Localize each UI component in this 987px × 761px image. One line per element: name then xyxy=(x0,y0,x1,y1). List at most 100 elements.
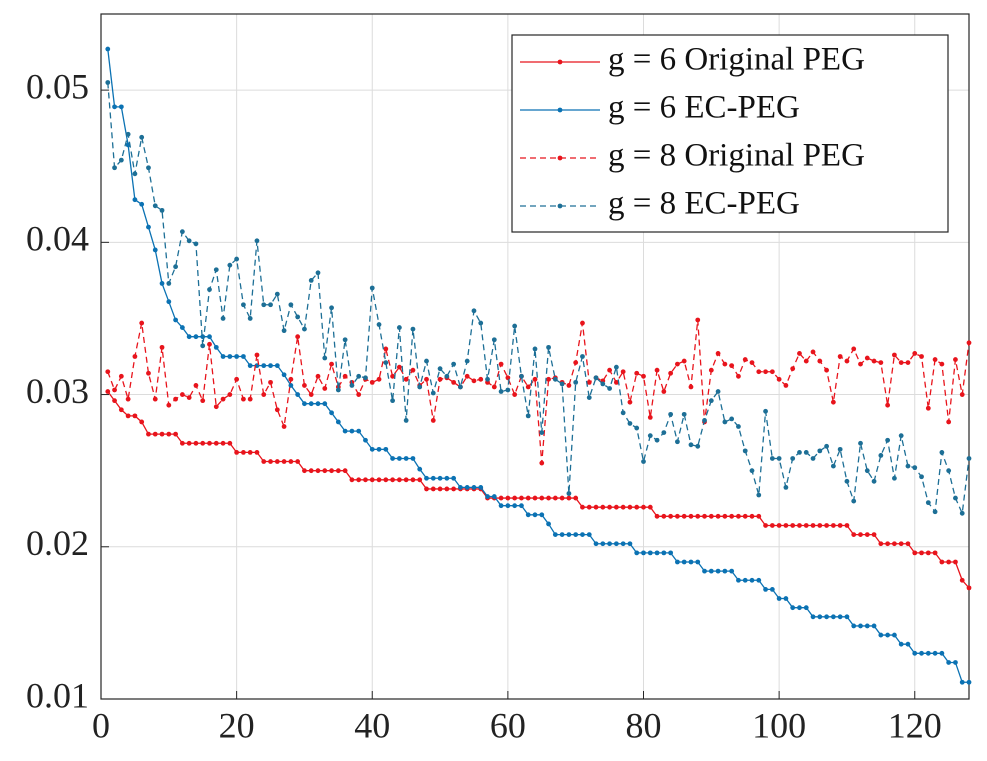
data-point xyxy=(315,401,321,407)
data-point xyxy=(417,477,423,483)
data-point xyxy=(532,376,538,382)
data-point xyxy=(261,363,267,369)
data-point xyxy=(702,568,707,574)
data-point xyxy=(932,650,938,656)
legend-marker xyxy=(557,59,563,65)
data-point xyxy=(695,443,701,449)
data-point xyxy=(525,495,531,501)
data-point xyxy=(600,541,606,547)
data-point xyxy=(166,431,172,437)
data-point xyxy=(498,495,504,501)
data-point xyxy=(925,500,931,506)
data-point xyxy=(763,587,768,592)
data-point xyxy=(878,541,884,547)
data-point xyxy=(193,440,199,446)
data-point xyxy=(566,491,572,496)
data-point xyxy=(946,660,952,665)
data-point xyxy=(417,384,423,390)
data-point xyxy=(946,559,952,565)
data-point xyxy=(702,513,707,519)
data-point xyxy=(118,104,124,110)
data-point xyxy=(193,383,199,388)
data-point xyxy=(580,354,585,359)
data-point xyxy=(146,224,151,230)
data-point xyxy=(498,361,504,367)
data-point xyxy=(790,456,796,461)
data-point xyxy=(437,486,443,492)
data-point xyxy=(620,504,626,510)
data-point xyxy=(661,430,667,436)
data-point xyxy=(139,320,145,326)
data-point xyxy=(654,437,660,443)
data-point xyxy=(207,287,212,292)
data-point xyxy=(810,523,816,528)
data-point xyxy=(173,317,178,323)
data-point xyxy=(322,468,328,474)
data-point xyxy=(647,414,653,420)
data-point xyxy=(125,131,131,137)
data-point xyxy=(675,361,680,367)
data-point xyxy=(647,433,653,439)
data-point xyxy=(681,513,687,519)
data-point xyxy=(580,532,585,537)
data-point xyxy=(288,383,294,388)
data-point xyxy=(274,407,280,413)
data-point xyxy=(159,344,165,350)
data-point xyxy=(607,386,612,391)
data-point xyxy=(247,316,253,321)
data-point xyxy=(234,450,240,455)
data-point xyxy=(139,419,145,425)
data-point xyxy=(824,614,829,620)
data-point xyxy=(892,541,897,547)
data-point xyxy=(586,504,592,510)
data-point xyxy=(607,504,612,510)
data-point xyxy=(790,366,796,372)
data-point xyxy=(491,384,497,390)
data-point xyxy=(885,541,891,547)
data-point xyxy=(742,577,748,583)
data-point xyxy=(783,383,789,388)
data-point xyxy=(566,532,572,537)
data-point xyxy=(613,504,619,510)
data-point xyxy=(186,395,192,400)
data-point xyxy=(444,486,450,492)
data-point xyxy=(837,354,843,359)
data-point xyxy=(424,358,429,364)
data-point xyxy=(315,468,321,474)
data-point xyxy=(342,428,348,434)
data-point xyxy=(268,363,273,369)
data-point xyxy=(288,459,294,464)
y-tick-label: 0.03 xyxy=(26,371,89,411)
data-point xyxy=(112,165,117,171)
data-point xyxy=(919,354,924,359)
data-point xyxy=(519,503,524,509)
data-point xyxy=(722,568,728,574)
data-point xyxy=(464,373,470,379)
data-point xyxy=(803,358,809,364)
data-point xyxy=(329,410,334,416)
data-point xyxy=(179,392,185,397)
data-point xyxy=(586,532,592,537)
data-point xyxy=(647,504,653,510)
data-point xyxy=(241,354,246,359)
data-point xyxy=(736,424,741,429)
data-point xyxy=(424,376,429,382)
data-point xyxy=(179,325,185,330)
data-point xyxy=(885,437,891,443)
data-point xyxy=(234,376,240,382)
legend-marker xyxy=(557,107,563,113)
data-point xyxy=(668,411,674,417)
data-point xyxy=(247,363,253,369)
data-point xyxy=(132,171,138,177)
data-point xyxy=(125,413,131,419)
data-point xyxy=(817,614,823,620)
data-point xyxy=(851,623,857,629)
data-point xyxy=(736,577,741,583)
data-point xyxy=(939,559,945,565)
data-point xyxy=(864,468,870,474)
data-point xyxy=(532,495,538,501)
data-point xyxy=(132,354,138,359)
data-point xyxy=(410,456,416,461)
data-point xyxy=(464,485,470,490)
